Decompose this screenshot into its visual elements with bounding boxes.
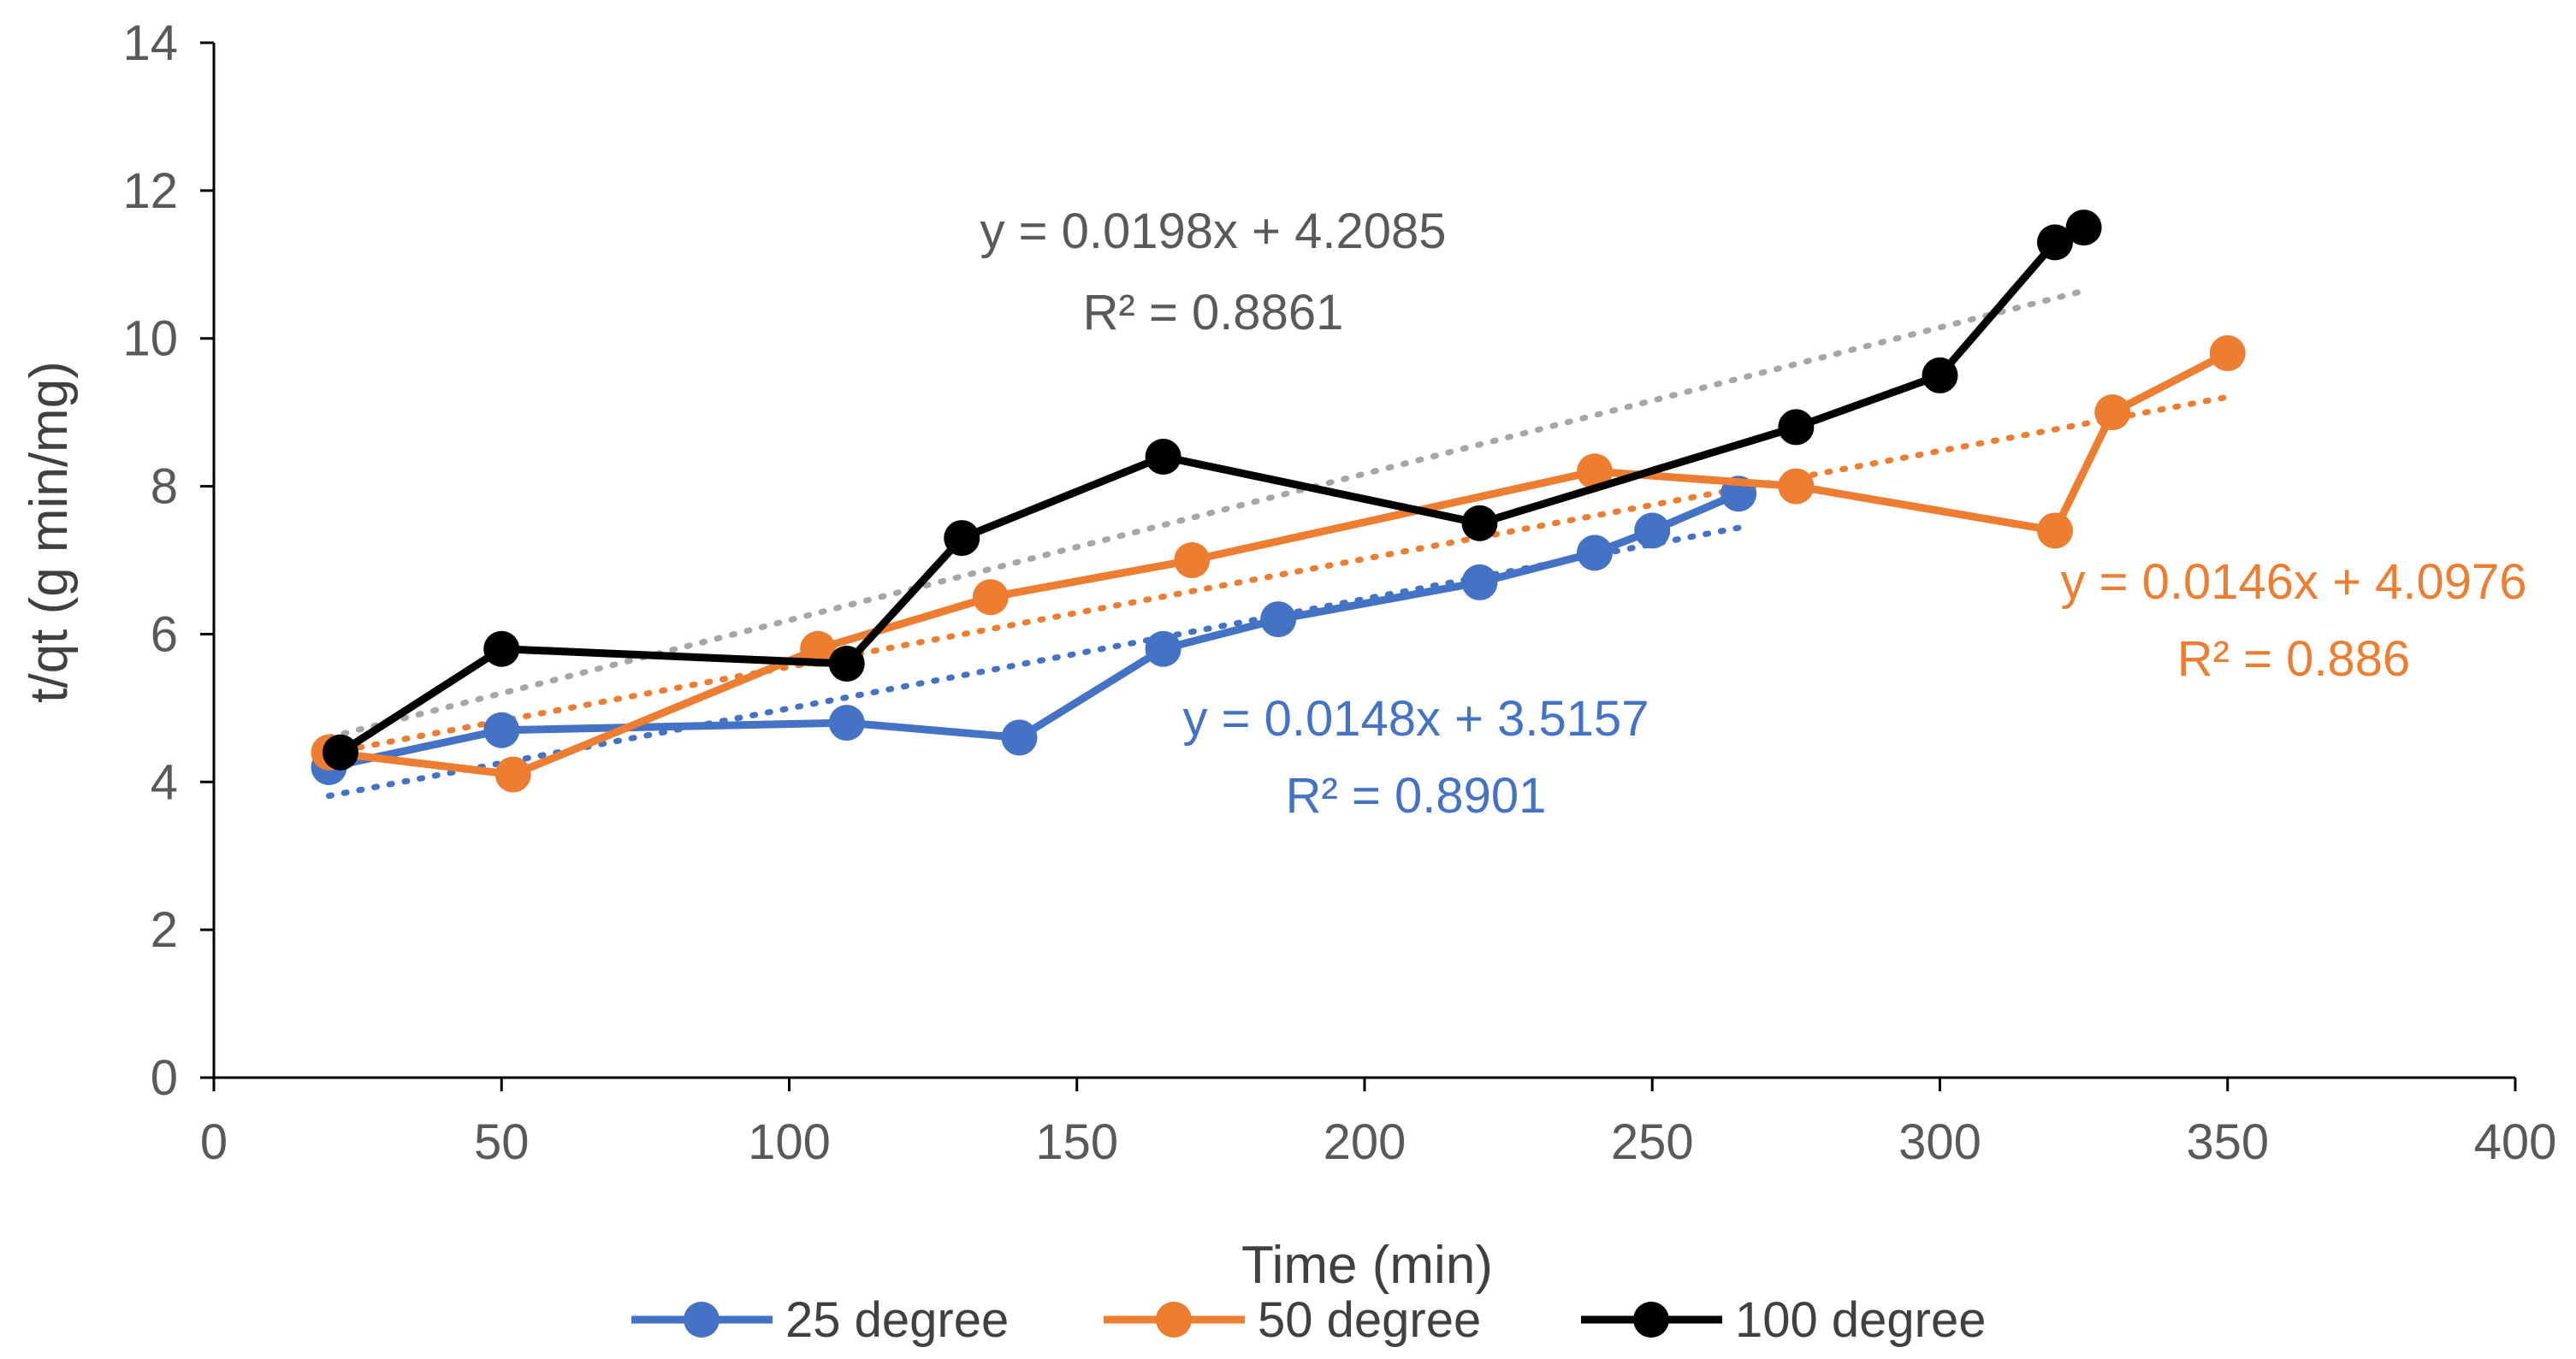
legend: 25 degree 50 degree 100 degree (631, 1292, 1986, 1348)
y-tick-label: 12 (122, 163, 178, 219)
data-point-100-degree (1922, 357, 1958, 393)
legend-swatch-marker (1156, 1302, 1192, 1338)
series-100-degree (322, 210, 2102, 771)
annotations: y = 0.0198x + 4.2085 R² = 0.8861 y = 0.014… (980, 204, 2527, 824)
trendlines (326, 287, 2231, 800)
trendline-100-degree (326, 287, 2087, 741)
x-tick-label: 0 (200, 1114, 228, 1170)
trendline-annotation-100-degree: y = 0.0198x + 4.2085 R² = 0.8861 (980, 204, 1447, 340)
data-point-50-degree (2094, 394, 2131, 431)
legend-label: 25 degree (785, 1292, 1009, 1348)
data-point-50-degree (800, 630, 837, 667)
y-axis-title: t/qt (g min/mg) (20, 361, 79, 703)
x-tick-label: 350 (2186, 1114, 2269, 1170)
data-point-50-degree (972, 579, 1009, 616)
data-point-100-degree (2065, 210, 2102, 246)
legend-item-50-degree: 50 degree (1104, 1292, 1481, 1348)
trendline-equation: y = 0.0146x + 4.0976 (2061, 554, 2527, 610)
y-tick-label: 10 (122, 311, 178, 367)
x-ticks: 0 50 100 150 200 250 300 350 400 (200, 1078, 2557, 1170)
data-point-25-degree (1001, 719, 1038, 756)
x-tick-label: 100 (748, 1114, 831, 1170)
series-line-50-degree (328, 349, 2230, 779)
legend-swatch-marker (1633, 1302, 1669, 1338)
trendline-r-squared: R² = 0.886 (2177, 631, 2410, 687)
legend-swatch-marker (684, 1302, 720, 1338)
legend-label: 100 degree (1735, 1292, 1986, 1348)
trendline-equation: y = 0.0148x + 3.5157 (1183, 691, 1649, 747)
data-point-25-degree (828, 705, 865, 742)
data-point-100-degree (483, 630, 520, 667)
legend-item-25-degree: 25 degree (631, 1292, 1009, 1348)
trendline-annotation-50-degree: y = 0.0146x + 4.0976 R² = 0.886 (2061, 554, 2527, 687)
axes: 0 2 4 6 8 10 12 14 0 50 100 150 200 250 300 350 400 (122, 15, 2556, 1170)
data-point-50-degree (2209, 335, 2246, 371)
series-line-25-degree (328, 490, 1740, 771)
data-point-25-degree (1634, 512, 1671, 549)
data-point-50-degree (494, 756, 531, 793)
y-tick-label: 2 (151, 902, 178, 958)
data-point-25-degree (1461, 564, 1498, 600)
series-lines (311, 210, 2246, 793)
data-point-100-degree (828, 646, 865, 682)
data-point-25-degree (1145, 630, 1181, 667)
data-point-100-degree (1145, 439, 1181, 475)
data-point-25-degree (1577, 535, 1613, 571)
data-point-25-degree (483, 712, 520, 748)
data-point-100-degree (322, 734, 358, 771)
data-point-100-degree (1778, 409, 1815, 446)
x-tick-label: 250 (1611, 1114, 1694, 1170)
y-ticks: 0 2 4 6 8 10 12 14 (122, 15, 214, 1106)
legend-item-100-degree: 100 degree (1581, 1292, 1986, 1348)
trendline-annotation-25-degree: y = 0.0148x + 3.5157 R² = 0.8901 (1183, 691, 1649, 824)
data-point-100-degree (1461, 505, 1498, 541)
y-tick-label: 0 (151, 1050, 178, 1106)
data-point-100-degree (944, 520, 980, 557)
legend-label: 50 degree (1258, 1292, 1481, 1348)
x-tick-label: 200 (1324, 1114, 1406, 1170)
series-line-100-degree (338, 224, 2086, 756)
trendline-r-squared: R² = 0.8861 (1083, 285, 1344, 340)
data-point-50-degree (1577, 453, 1613, 490)
x-tick-label: 150 (1035, 1114, 1118, 1170)
y-tick-label: 6 (151, 606, 178, 662)
x-tick-label: 50 (474, 1114, 530, 1170)
x-tick-label: 400 (2474, 1114, 2557, 1170)
y-tick-label: 4 (151, 754, 178, 810)
data-point-50-degree (1778, 468, 1815, 505)
x-tick-label: 300 (1898, 1114, 1981, 1170)
y-tick-label: 14 (122, 15, 178, 71)
data-point-25-degree (1260, 601, 1297, 638)
trendline-50-degree (326, 393, 2231, 757)
data-point-100-degree (2037, 224, 2073, 261)
trendline-r-squared: R² = 0.8901 (1286, 768, 1547, 824)
x-axis-title: Time (min) (1241, 1236, 1493, 1295)
trendline-equation: y = 0.0198x + 4.2085 (980, 204, 1447, 259)
series-50-degree (311, 335, 2246, 793)
data-point-50-degree (1174, 542, 1211, 578)
y-tick-label: 8 (151, 459, 178, 515)
data-point-50-degree (2037, 512, 2073, 549)
